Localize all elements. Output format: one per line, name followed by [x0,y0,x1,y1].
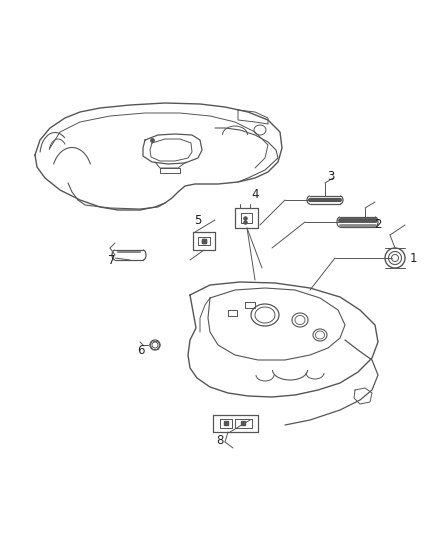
Text: 5: 5 [194,214,201,227]
Text: 8: 8 [216,433,224,447]
Text: 6: 6 [137,343,145,357]
Text: 4: 4 [251,189,259,201]
Text: 2: 2 [374,219,382,231]
Text: 3: 3 [327,171,335,183]
Text: 1: 1 [409,252,417,264]
Text: 7: 7 [108,254,116,266]
